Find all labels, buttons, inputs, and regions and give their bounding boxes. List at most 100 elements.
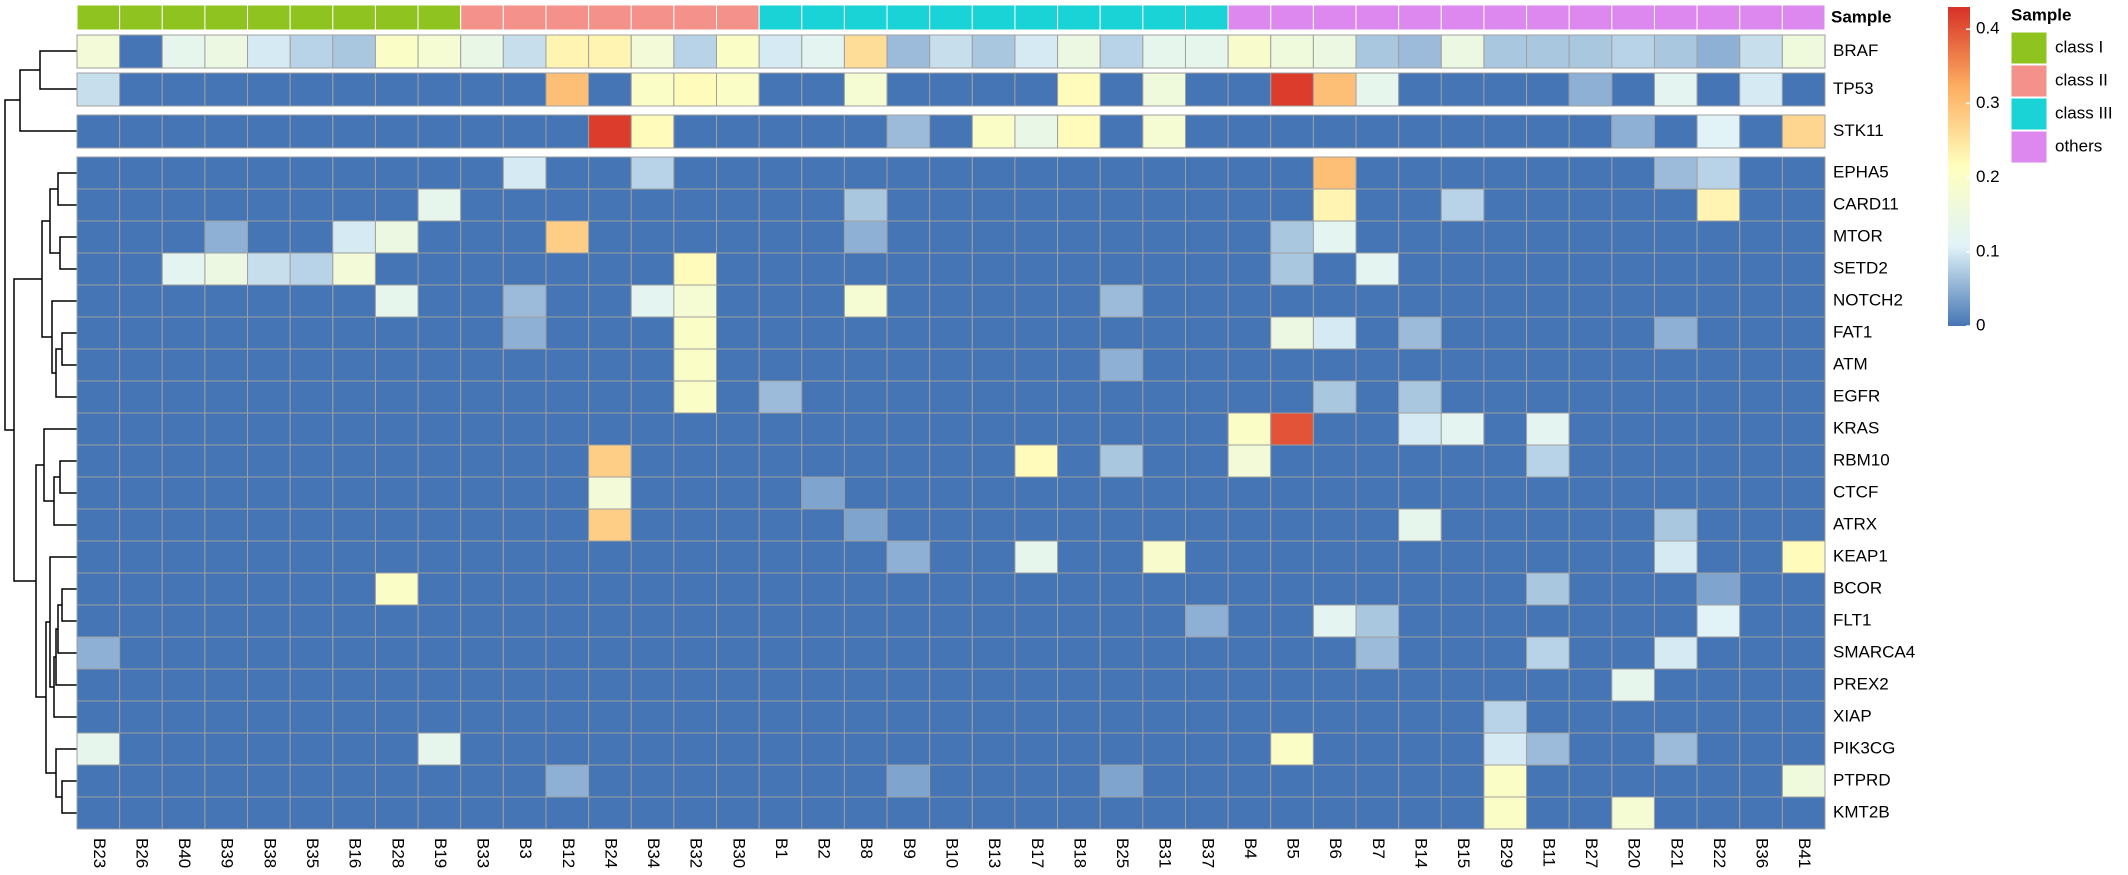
heatmap-cell xyxy=(1312,476,1357,510)
heatmap-cell xyxy=(1057,796,1101,830)
heatmap-cell xyxy=(1142,316,1186,350)
heatmap-cell xyxy=(417,764,462,798)
heatmap-cell xyxy=(1526,114,1570,149)
heatmap-cell xyxy=(374,796,419,830)
heatmap-cell xyxy=(971,604,1016,638)
heatmap-cell xyxy=(1099,764,1144,798)
heatmap-cell xyxy=(161,34,206,69)
heatmap-cell xyxy=(1781,796,1826,830)
heatmap-cell xyxy=(630,636,675,670)
heatmap-cell xyxy=(1440,796,1485,830)
heatmap-cell xyxy=(630,540,675,574)
heatmap-cell xyxy=(843,796,888,830)
heatmap-cell xyxy=(1440,732,1485,766)
heatmap-cell xyxy=(1781,572,1826,606)
heatmap-cell xyxy=(374,444,419,478)
heatmap-cell xyxy=(843,700,888,734)
heatmap-cell xyxy=(1398,220,1442,254)
heatmap-cell xyxy=(119,668,163,702)
heatmap-cell xyxy=(374,316,419,350)
heatmap-cell xyxy=(1398,444,1442,478)
heatmap-cell xyxy=(1227,732,1272,766)
row-label: EGFR xyxy=(1833,386,1880,405)
heatmap-cell xyxy=(1398,796,1442,830)
heatmap-cell xyxy=(1057,700,1101,734)
heatmap-cell xyxy=(1099,188,1144,222)
heatmap-cell xyxy=(758,252,803,286)
heatmap-cell xyxy=(1227,34,1272,69)
heatmap-cell xyxy=(332,604,376,638)
heatmap-cell xyxy=(460,604,504,638)
heatmap-cell xyxy=(1312,700,1357,734)
heatmap-cell xyxy=(588,188,632,222)
heatmap-cell xyxy=(289,188,334,222)
heatmap-cell xyxy=(801,188,845,222)
heatmap-cell xyxy=(460,540,504,574)
heatmap-cell xyxy=(332,380,376,414)
heatmap-cell xyxy=(843,34,888,69)
heatmap-cell xyxy=(204,796,249,830)
row-label: KRAS xyxy=(1833,418,1879,437)
heatmap-cell xyxy=(1696,284,1741,318)
heatmap-cell xyxy=(119,508,163,542)
heatmap-cell xyxy=(1057,34,1101,69)
heatmap-cell xyxy=(971,796,1016,830)
heatmap-cell xyxy=(1227,316,1272,350)
heatmap-cell xyxy=(119,700,163,734)
heatmap-cell xyxy=(460,444,504,478)
annotation-cell xyxy=(204,4,249,31)
heatmap-cell xyxy=(1440,188,1485,222)
heatmap-cell xyxy=(1398,316,1442,350)
heatmap-cell xyxy=(630,114,675,149)
heatmap-cell xyxy=(1142,188,1186,222)
legend-label: others xyxy=(2055,136,2102,155)
heatmap-cell xyxy=(588,732,632,766)
heatmap-cell xyxy=(247,476,291,510)
heatmap-cell xyxy=(1270,476,1314,510)
heatmap-cell xyxy=(204,572,249,606)
heatmap-cell xyxy=(1142,412,1186,446)
heatmap-cell xyxy=(673,412,718,446)
heatmap-cell xyxy=(1014,764,1059,798)
legend-label: class I xyxy=(2055,37,2103,56)
heatmap-cell xyxy=(1611,316,1655,350)
annotation-cell xyxy=(289,4,334,31)
annotation-cell xyxy=(1355,4,1400,31)
heatmap-cell xyxy=(673,604,718,638)
heatmap-cell xyxy=(1696,540,1741,574)
heatmap-cell xyxy=(630,764,675,798)
heatmap-cell xyxy=(502,700,547,734)
heatmap-cell xyxy=(1142,796,1186,830)
heatmap-cell xyxy=(1014,114,1059,149)
heatmap-cell xyxy=(545,412,590,446)
row-label: MTOR xyxy=(1833,226,1883,245)
heatmap-cell xyxy=(1355,540,1400,574)
heatmap-cell xyxy=(1398,380,1442,414)
heatmap-cell xyxy=(1398,114,1442,149)
heatmap-cell xyxy=(1526,72,1570,107)
heatmap-cell xyxy=(1398,72,1442,107)
annotation-cell xyxy=(1312,4,1357,31)
heatmap-cell xyxy=(971,444,1016,478)
annotation-cell xyxy=(1739,4,1783,31)
heatmap-cell xyxy=(1696,476,1741,510)
heatmap-cell xyxy=(971,700,1016,734)
heatmap-cell xyxy=(673,284,718,318)
heatmap-cell xyxy=(1611,604,1655,638)
heatmap-cell xyxy=(119,540,163,574)
heatmap-cell xyxy=(502,444,547,478)
column-label: B16 xyxy=(346,838,365,868)
heatmap-cell xyxy=(1568,444,1613,478)
heatmap-cell xyxy=(76,380,121,414)
annotation-cell xyxy=(758,4,803,31)
heatmap-cell xyxy=(929,572,973,606)
heatmap-cell xyxy=(673,700,718,734)
heatmap-cell xyxy=(1653,156,1698,190)
heatmap-cell xyxy=(758,636,803,670)
heatmap-cell xyxy=(630,412,675,446)
heatmap-cell xyxy=(460,220,504,254)
heatmap-cell xyxy=(1184,476,1229,510)
heatmap-cell xyxy=(1014,252,1059,286)
heatmap-cell xyxy=(1270,284,1314,318)
heatmap-cell xyxy=(545,796,590,830)
